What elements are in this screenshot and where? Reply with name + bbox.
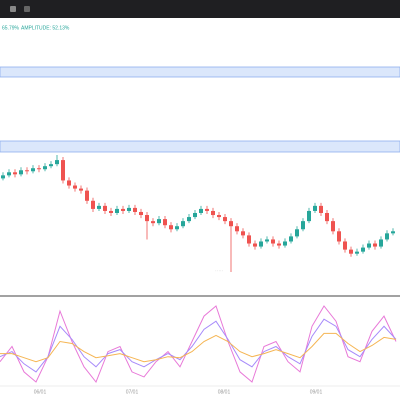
candle-body [37,168,41,170]
candle-body [253,243,257,247]
candle-body [319,205,323,213]
candle-body [55,160,59,165]
candle-body [181,221,185,227]
candle-body [265,239,269,242]
candles [1,155,395,272]
candle-body [7,172,11,176]
candle-body [301,221,305,230]
x-tick-label: 09/01 [310,389,323,395]
candle-body [163,219,167,226]
candle-body [43,166,47,170]
candle-body [115,208,119,213]
candle-body [247,235,251,244]
x-tick-label: 06/01 [34,389,47,395]
menu-icon[interactable] [10,6,16,12]
candle-body [169,225,173,230]
candle-body [157,219,161,224]
candle-body [331,221,335,232]
candle-body [223,217,227,222]
price-band [0,140,400,153]
candle-body [205,208,209,211]
candle-body [187,217,191,222]
candle-body [385,233,389,240]
candle-body [271,239,275,244]
candle-body [61,160,65,181]
x-tick-label: 08/01 [218,389,231,395]
candle-body [91,200,95,209]
candle-body [85,190,89,201]
oscillator-line [0,318,397,373]
candle-body [49,164,53,167]
candle-body [121,208,125,211]
candle-body [355,251,359,254]
oscillator-line [0,305,397,383]
candle-body [349,249,353,254]
candle-body [229,221,233,227]
candle-body [235,226,239,232]
candle-body [391,231,395,234]
candle-body [211,210,215,216]
tool-icon[interactable] [24,6,30,12]
price-band [0,66,400,78]
candle-body [19,170,23,175]
candle-body [337,231,341,242]
candle-body [193,212,197,218]
candle-body [79,188,83,191]
oscillator [0,305,397,383]
candle-body [241,231,245,236]
candle-body [67,180,71,186]
x-tick-label: 07/01 [126,389,139,395]
candle-body [1,175,5,179]
candle-body [343,241,347,250]
candle-body [295,229,299,237]
candle-body [277,243,281,246]
candle-body [151,221,155,224]
candle-body [133,207,137,212]
candle-body [73,185,77,189]
candle-body [307,210,311,222]
candle-body [289,236,293,242]
watermark: ····· [215,268,224,274]
candle-body [373,243,377,247]
candle-body [103,205,107,211]
candle-body [109,210,113,213]
candle-body [379,239,383,247]
candle-body [13,172,17,175]
candle-body [313,205,317,211]
candle-body [97,205,101,209]
oscillator-line [0,332,397,363]
candle-body [127,207,131,211]
top-bar [0,0,400,18]
candle-body [31,168,35,172]
candle-body [145,215,149,222]
candle-body [25,170,29,172]
candle-body [175,226,179,230]
candle-body [361,247,365,252]
candle-body [283,241,287,246]
amplitude-value: AMPLITUDE: 52.13% [21,25,70,31]
candle-body [139,211,143,216]
change-value: 65.79% [2,25,20,31]
candle-body [325,212,329,222]
candle-body [367,243,371,248]
candle-body [259,241,263,247]
candle-body [217,215,221,218]
candle-body [199,208,203,213]
